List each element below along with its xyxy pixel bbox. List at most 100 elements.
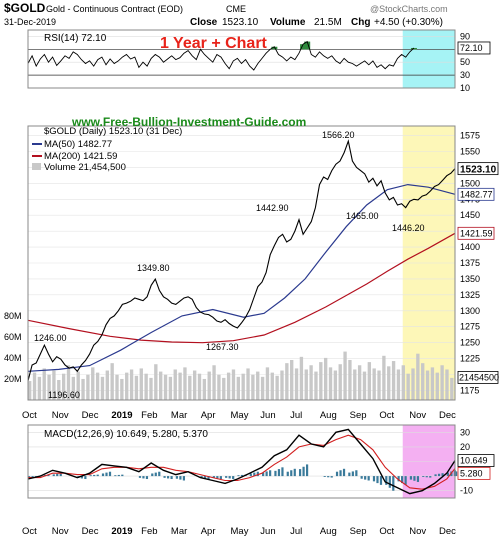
- volume-bar: [110, 363, 114, 400]
- volume-bar: [197, 373, 202, 400]
- volume-tick-label: 40M: [4, 353, 22, 363]
- macd-histogram-bar: [293, 468, 296, 477]
- volume-tick-label: 80M: [4, 311, 22, 321]
- volume-bar: [149, 377, 153, 400]
- close-value: 1523.10: [222, 17, 259, 28]
- x-tick-label-macd: Dec: [439, 526, 456, 537]
- price-tick-label: 1500: [460, 178, 480, 188]
- volume-bar: [299, 356, 304, 400]
- volume-bar: [270, 372, 274, 400]
- macd-histogram-bar: [348, 472, 351, 477]
- rsi-highlight-band: [402, 30, 455, 88]
- macd-histogram-bar: [96, 474, 99, 477]
- macd-histogram-bar: [232, 476, 235, 480]
- volume-bar: [217, 374, 221, 400]
- site-url: www.Free-Bullion-Investment-Guide.com: [71, 115, 306, 129]
- macd-histogram-bar: [145, 476, 149, 480]
- volume-bar: [391, 361, 396, 400]
- macd-histogram-bar: [80, 476, 83, 479]
- volume-bar: [207, 371, 211, 400]
- volume-bar: [333, 370, 338, 400]
- volume-bar: [32, 372, 37, 400]
- x-tick-label-macd: Apr: [201, 526, 216, 537]
- macd-histogram-bar: [31, 476, 34, 478]
- rsi-overbought-fill: [300, 44, 307, 50]
- volume-bar: [47, 374, 51, 400]
- price-tick-label: 1250: [460, 338, 480, 348]
- header-date: 31-Dec-2019: [4, 17, 56, 27]
- price-tick-label: 1450: [460, 210, 480, 220]
- x-tick-label-price: Mar: [171, 410, 187, 421]
- price-annotation: 1446.20: [392, 223, 425, 233]
- volume-bar: [159, 371, 163, 400]
- macd-value-tag-text: 10.649: [460, 456, 488, 466]
- macd-histogram-bar: [379, 476, 383, 485]
- rsi-legend: RSI(14) 72.10: [44, 33, 107, 44]
- macd-histogram-bar: [376, 476, 379, 484]
- macd-histogram-bar: [305, 464, 309, 477]
- x-tick-label-price: Aug: [320, 410, 337, 421]
- macd-histogram-bar: [274, 470, 277, 477]
- header-watermark: @StockCharts.com: [370, 4, 448, 14]
- x-tick-label-macd: 2019: [111, 526, 132, 537]
- macd-histogram-bar: [323, 476, 326, 477]
- macd-histogram-bar: [397, 476, 400, 482]
- rsi-tick-label: 90: [460, 31, 470, 41]
- volume-bar: [425, 370, 430, 400]
- volume-bar: [377, 370, 381, 400]
- volume-bar: [348, 360, 352, 400]
- volume-bar: [260, 376, 265, 400]
- volume-bar: [435, 372, 439, 400]
- volume-bar: [256, 371, 260, 400]
- volume-bar: [314, 371, 318, 400]
- price-value-tag-text: 1523.10: [460, 165, 497, 176]
- x-tick-label-macd: Oct: [379, 526, 394, 537]
- header-exchange: CME: [226, 4, 246, 14]
- macd-histogram-bar: [364, 476, 367, 480]
- volume-bar: [144, 373, 148, 400]
- volume-bar: [100, 376, 105, 400]
- macd-histogram-bar: [114, 475, 117, 477]
- rsi-value-tag: [457, 41, 491, 55]
- macd-legend: MACD(12,26,9) 10.649, 5.280, 5.370: [44, 429, 208, 440]
- macd-histogram-bar: [425, 476, 428, 478]
- volume-bar: [28, 381, 32, 400]
- volume-bar: [241, 373, 245, 400]
- volume-bar: [416, 353, 420, 400]
- macd-histogram-bar: [327, 476, 330, 478]
- x-tick-label-macd: Jun: [260, 526, 275, 537]
- x-tick-label-price: Dec: [439, 410, 456, 421]
- price-tick-label: 1350: [460, 274, 480, 284]
- macd-histogram-bar: [302, 466, 305, 477]
- volume-bar: [52, 370, 56, 400]
- x-tick-label-macd: Mar: [171, 526, 187, 537]
- volume-bar: [115, 374, 119, 400]
- x-tick-label-price: May: [231, 410, 249, 421]
- macd-histogram-bar: [216, 476, 219, 479]
- volume-bar: [173, 369, 177, 400]
- macd-tick-label: -10: [460, 486, 473, 496]
- macd-histogram-bar: [142, 476, 145, 479]
- macd-histogram-bar: [154, 472, 157, 477]
- macd-histogram-bar: [265, 471, 268, 477]
- volume-bar: [323, 357, 328, 400]
- x-tick-label-price: Feb: [141, 410, 157, 421]
- macd-histogram-bar: [446, 472, 449, 477]
- x-tick-label-macd: Feb: [141, 526, 157, 537]
- x-tick-label-macd: Oct: [22, 526, 37, 537]
- macd-line: [27, 428, 456, 495]
- volume-bar: [192, 370, 197, 400]
- volume-bar: [226, 372, 231, 400]
- ma50-legend-label: MA(50) 1482.77: [44, 139, 112, 150]
- rsi-overbought-fill: [304, 41, 311, 50]
- volume-bar: [37, 376, 42, 400]
- macd-signal-line: [28, 434, 456, 490]
- macd-histogram-bar: [182, 476, 186, 481]
- x-tick-label-macd: Nov: [52, 526, 69, 537]
- price-tick-label: 1175: [460, 385, 479, 395]
- x-tick-label-macd: Nov: [409, 526, 426, 537]
- macd-histogram-bar: [335, 471, 339, 477]
- volume-bar: [183, 367, 187, 400]
- volume-bar: [338, 364, 342, 400]
